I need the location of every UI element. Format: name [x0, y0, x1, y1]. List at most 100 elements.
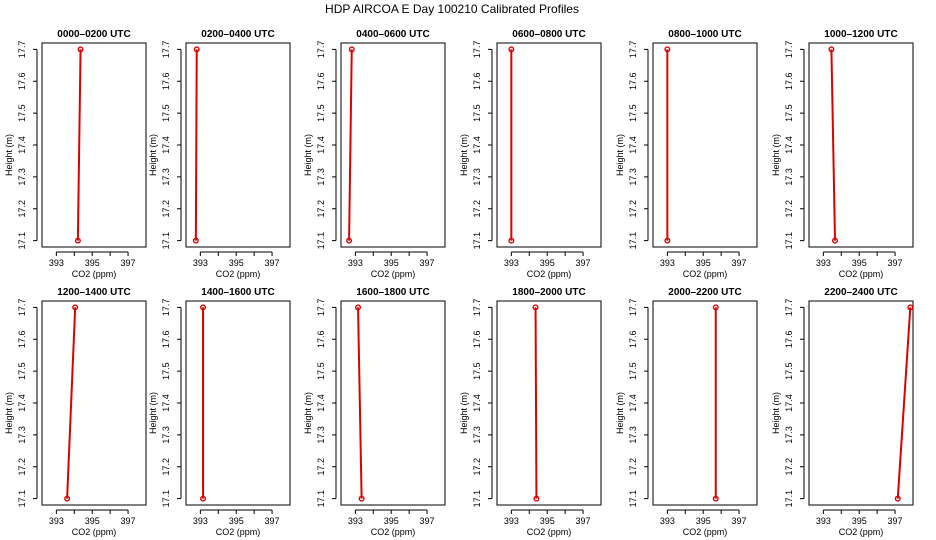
panel-title: 1200–1400 UTC	[57, 287, 130, 298]
y-tick-label: 17.2	[316, 458, 326, 476]
y-tick-label: 17.7	[784, 41, 794, 59]
y-tick-label: 17.4	[784, 394, 794, 412]
x-tick-label: 393	[660, 516, 675, 526]
profile-point	[907, 304, 914, 311]
panel-title: 2200–2400 UTC	[824, 287, 897, 298]
y-tick-label: 17.6	[784, 72, 794, 90]
y-tick-label: 17.4	[161, 136, 171, 154]
profile-point	[712, 495, 719, 502]
x-tick-label: 395	[540, 258, 555, 268]
profile-panel: 1200–1400 UTC 393 395 397 CO2 (ppm) 17.1 17.2 1…	[4, 287, 147, 537]
y-tick-label: 17.3	[161, 426, 171, 444]
y-tick-label: 17.2	[161, 458, 171, 476]
figure-title: HDP AIRCOA E Day 100210 Calibrated Profi…	[325, 2, 579, 16]
plot-frame	[41, 42, 147, 248]
y-tick-label: 17.5	[628, 104, 638, 122]
x-tick-label: 395	[852, 516, 867, 526]
x-axis-label: CO2 (ppm)	[683, 527, 728, 537]
y-tick-label: 17.6	[472, 72, 482, 90]
y-tick-label: 17.2	[472, 458, 482, 476]
panel-title: 0800–1000 UTC	[668, 29, 741, 40]
x-tick-label: 393	[348, 258, 363, 268]
y-tick-label: 17.5	[784, 362, 794, 380]
x-tick-label: 397	[420, 516, 435, 526]
profile-line	[830, 49, 836, 241]
profile-point	[74, 237, 81, 244]
y-tick-label: 17.6	[17, 72, 27, 90]
x-tick-label: 395	[85, 258, 100, 268]
x-axis-label: CO2 (ppm)	[527, 269, 572, 279]
x-tick-label: 393	[348, 516, 363, 526]
profile-point	[508, 237, 515, 244]
y-tick-label: 17.3	[316, 426, 326, 444]
y-tick-label: 17.1	[161, 490, 171, 508]
y-tick-label: 17.4	[628, 136, 638, 154]
y-tick-label: 17.1	[784, 490, 794, 508]
profile-point	[200, 304, 207, 311]
panel-title: 1800–2000 UTC	[512, 287, 585, 298]
y-tick-label: 17.4	[316, 136, 326, 154]
y-axis-label: Height (m)	[4, 134, 14, 176]
profile-line	[348, 49, 353, 241]
y-axis-label: Height (m)	[4, 392, 14, 434]
y-tick-label: 17.3	[628, 168, 638, 186]
panel-title: 0600–0800 UTC	[512, 29, 585, 40]
profile-point	[64, 495, 71, 502]
x-axis-label: CO2 (ppm)	[72, 527, 117, 537]
profile-point	[832, 237, 839, 244]
x-tick-label: 393	[816, 516, 831, 526]
profile-panel: 1000–1200 UTC 393 395 397 CO2 (ppm) 17.1 17.2 1…	[771, 29, 914, 279]
y-axis-label: Height (m)	[148, 134, 158, 176]
y-tick-label: 17.3	[628, 426, 638, 444]
x-tick-label: 395	[229, 258, 244, 268]
y-tick-label: 17.7	[472, 299, 482, 317]
y-tick-label: 17.5	[316, 104, 326, 122]
y-tick-label: 17.5	[17, 104, 27, 122]
panel-title: 0000–0200 UTC	[57, 29, 130, 40]
y-tick-label: 17.1	[784, 232, 794, 250]
x-tick-label: 397	[121, 258, 136, 268]
plot-frame	[808, 42, 914, 248]
y-axis-label: Height (m)	[459, 134, 469, 176]
profile-line	[896, 307, 912, 499]
y-tick-label: 17.4	[17, 394, 27, 412]
plot-frame	[41, 300, 147, 506]
y-tick-label: 17.6	[628, 72, 638, 90]
x-tick-label: 395	[852, 258, 867, 268]
x-tick-label: 397	[265, 258, 280, 268]
x-tick-label: 397	[576, 516, 591, 526]
y-tick-label: 17.1	[472, 490, 482, 508]
x-axis-label: CO2 (ppm)	[371, 269, 416, 279]
y-axis-label: Height (m)	[771, 392, 781, 434]
panel-title: 1600–1800 UTC	[356, 287, 429, 298]
y-tick-label: 17.6	[17, 330, 27, 348]
panel-title: 1000–1200 UTC	[824, 29, 897, 40]
x-tick-label: 393	[49, 258, 64, 268]
y-axis-label: Height (m)	[303, 392, 313, 434]
profile-panel: 0200–0400 UTC 393 395 397 CO2 (ppm) 17.1 17.2 1…	[148, 29, 291, 279]
y-tick-label: 17.1	[472, 232, 482, 250]
profile-point	[72, 304, 79, 311]
y-tick-label: 17.3	[17, 426, 27, 444]
y-tick-label: 17.6	[784, 330, 794, 348]
profile-panel: 0000–0200 UTC 393 395 397 CO2 (ppm) 17.1 17.2 1…	[4, 29, 147, 279]
y-axis-label: Height (m)	[615, 392, 625, 434]
x-tick-label: 395	[384, 516, 399, 526]
y-tick-label: 17.6	[161, 330, 171, 348]
plot-frame	[496, 300, 602, 506]
panel-title: 1400–1600 UTC	[201, 287, 274, 298]
y-tick-label: 17.4	[628, 394, 638, 412]
panel-title: 2000–2200 UTC	[668, 287, 741, 298]
x-tick-label: 395	[696, 258, 711, 268]
profile-point	[77, 46, 84, 53]
y-tick-label: 17.3	[161, 168, 171, 186]
profile-panel: 0400–0600 UTC 393 395 397 CO2 (ppm) 17.1 17.2 1…	[303, 29, 446, 279]
x-axis-label: CO2 (ppm)	[527, 527, 572, 537]
x-tick-label: 397	[888, 516, 903, 526]
y-tick-label: 17.2	[628, 200, 638, 218]
y-tick-label: 17.4	[784, 136, 794, 154]
profile-panel: 2000–2200 UTC 393 395 397 CO2 (ppm) 17.1 17.2 1…	[615, 287, 758, 537]
y-tick-label: 17.1	[17, 490, 27, 508]
profile-point	[348, 46, 355, 53]
